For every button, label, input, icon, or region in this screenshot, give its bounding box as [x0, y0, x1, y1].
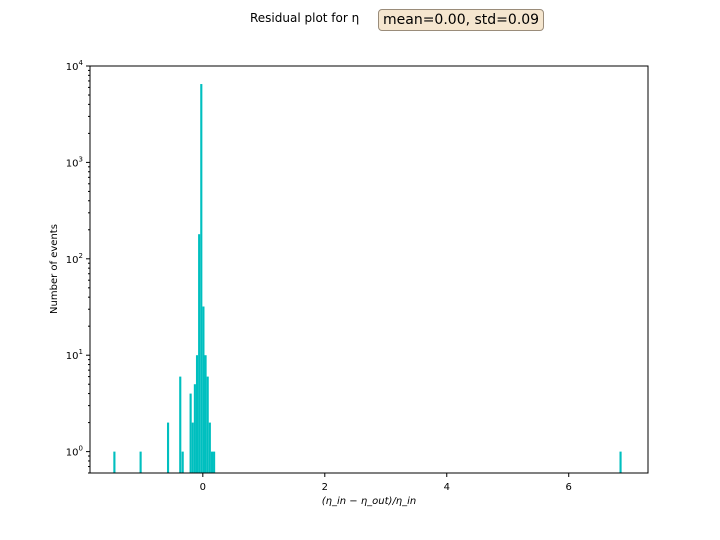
histogram-bar: [193, 384, 196, 473]
y-tick-label: 104: [66, 59, 84, 73]
x-axis-label: (η_in − η_out)/η_in: [322, 496, 417, 507]
x-tick-label: 4: [444, 482, 450, 493]
histogram-bar: [202, 306, 205, 473]
stats-annotation: mean=0.00, std=0.09: [378, 9, 545, 31]
histogram-bar: [210, 451, 214, 473]
x-tick-label: 2: [322, 482, 328, 493]
y-tick-label: 100: [66, 445, 83, 459]
y-tick-label: 102: [66, 252, 83, 266]
histogram-bar: [204, 355, 207, 473]
histogram-bar: [166, 422, 170, 473]
histogram-bar: [195, 355, 199, 473]
chart-title: Residual plot for η: [250, 11, 360, 25]
y-ticks-group: 100 101 102 103 104: [66, 59, 90, 474]
histogram-bar: [181, 451, 184, 473]
plot-frame: [89, 65, 649, 474]
bars-group: [113, 84, 622, 473]
histogram-bar: [189, 393, 192, 473]
x-tick-label: 0: [200, 482, 206, 493]
histogram-bar: [208, 422, 211, 473]
y-tick-label: 103: [66, 155, 83, 169]
histogram-bar: [200, 84, 203, 473]
y-axis-label: Number of events: [49, 224, 60, 314]
histogram-bar: [206, 376, 209, 473]
histogram-bar: [191, 422, 194, 473]
histogram-bar: [113, 451, 116, 473]
histogram-bar: [213, 451, 216, 473]
histogram-bar: [179, 376, 182, 473]
histogram-bar: [619, 451, 622, 473]
x-ticks-group: 0 2 4 6: [200, 473, 572, 493]
y-tick-label: 101: [66, 348, 83, 362]
x-tick-label: 6: [566, 482, 572, 493]
histogram-bar: [198, 234, 201, 473]
histogram-bar: [139, 451, 142, 473]
